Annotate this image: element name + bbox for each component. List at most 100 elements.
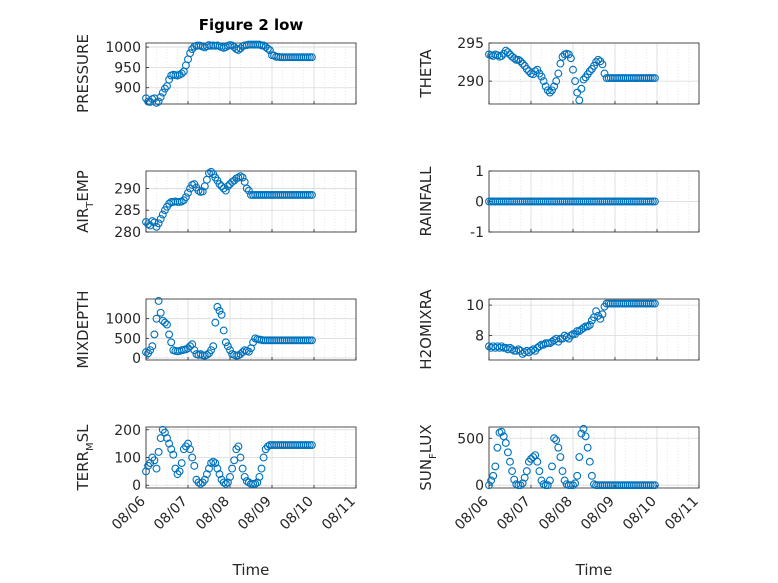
x-tick-label: 08/08 [536, 494, 576, 534]
x-tick-label: 08/10 [620, 494, 660, 534]
data-point [207, 346, 216, 355]
data-point [230, 456, 239, 465]
y-axis-label: MIXDEPTH [74, 290, 92, 368]
data-point [566, 54, 575, 63]
data-point [219, 184, 228, 193]
data-point [251, 479, 260, 488]
x-tick-label: 08/07 [151, 494, 191, 534]
y-tick-label: 290 [114, 181, 141, 197]
data-point [581, 322, 590, 331]
data-point [186, 342, 195, 351]
data-point [529, 453, 538, 461]
data-point [491, 462, 500, 471]
data-point [566, 481, 575, 490]
data-point [577, 84, 586, 93]
data-point [596, 314, 605, 323]
y-axis-label-subscript: F [428, 453, 439, 459]
data-point [158, 88, 167, 97]
data-point [303, 53, 312, 62]
data-point [190, 461, 199, 470]
y-axis-label-main: RAINFALL [417, 166, 435, 237]
data-point [600, 69, 609, 78]
data-point [207, 459, 216, 467]
data-point [587, 471, 596, 480]
data-point [548, 86, 556, 95]
data-point [535, 342, 544, 351]
data-point [556, 453, 565, 461]
data-point [571, 77, 580, 86]
y-tick-label: 0 [132, 351, 141, 367]
data-point [167, 338, 176, 347]
data-point [154, 297, 163, 305]
data-point [215, 180, 224, 189]
data-point [236, 172, 245, 181]
data-point [516, 57, 525, 66]
data-point [263, 44, 272, 53]
data-point [497, 52, 506, 60]
data-point [169, 450, 178, 459]
data-point [186, 445, 195, 454]
subplot-4: -1 0 1 RAINFALL [417, 164, 700, 241]
data-point [556, 59, 565, 68]
data-point [242, 184, 251, 193]
subplot-2: 290 295 THETA [417, 36, 700, 105]
data-point [569, 481, 577, 490]
data-point [646, 74, 655, 83]
data-point [205, 169, 213, 178]
data-point [211, 318, 220, 327]
y-axis-label-main: TERR [74, 451, 92, 492]
data-point [217, 310, 226, 319]
y-tick-label: 1000 [105, 312, 141, 328]
data-point [156, 308, 165, 317]
y-tick-label: 8 [475, 329, 484, 345]
y-axis-label: H2OMIXRA [417, 289, 435, 370]
x-tick-label: 08/10 [277, 494, 317, 534]
axes-box [145, 298, 357, 361]
data-point [160, 318, 169, 327]
data-point [537, 72, 546, 81]
data-point [163, 434, 171, 443]
data-point [571, 479, 580, 488]
data-point [646, 299, 655, 308]
data-point [545, 476, 554, 485]
data-point [213, 302, 222, 311]
data-point [226, 472, 234, 481]
y-tick-label: 100 [114, 451, 141, 467]
data-point [501, 439, 510, 447]
x-tick-label: 08/11 [319, 494, 359, 534]
data-point [583, 322, 592, 331]
subplot-1: 900 950 1000 PRESSURE [74, 34, 357, 113]
axes-box [488, 42, 700, 105]
data-point [552, 436, 561, 445]
y-tick-label: 900 [114, 81, 141, 97]
y-axis-label-main: THETA [417, 49, 435, 99]
data-point [236, 453, 245, 462]
data-point [171, 464, 180, 473]
y-axis-label: PRESSURE [74, 34, 92, 113]
data-point [202, 470, 211, 479]
data-point [550, 434, 559, 443]
data-point [522, 64, 531, 73]
data-point [194, 186, 203, 195]
data-point [223, 342, 232, 351]
data-point [242, 477, 251, 486]
subplot-3: 280 285 290 AIRTEMP [74, 167, 357, 241]
y-axis-label: TERRMSL [74, 424, 96, 492]
data-point [234, 442, 243, 451]
data-point [158, 316, 167, 325]
data-point [234, 173, 243, 182]
data-point [512, 346, 521, 355]
data-point [558, 467, 567, 476]
data-point [165, 330, 174, 339]
data-point [487, 476, 496, 485]
x-tick-label: 08/06 [109, 493, 149, 533]
data-point [150, 330, 159, 339]
data-point [646, 481, 655, 490]
data-point [160, 84, 169, 93]
data-point [265, 46, 274, 55]
data-point [156, 214, 165, 223]
data-point [579, 75, 588, 84]
data-point [215, 306, 224, 315]
axes-box [145, 170, 357, 233]
